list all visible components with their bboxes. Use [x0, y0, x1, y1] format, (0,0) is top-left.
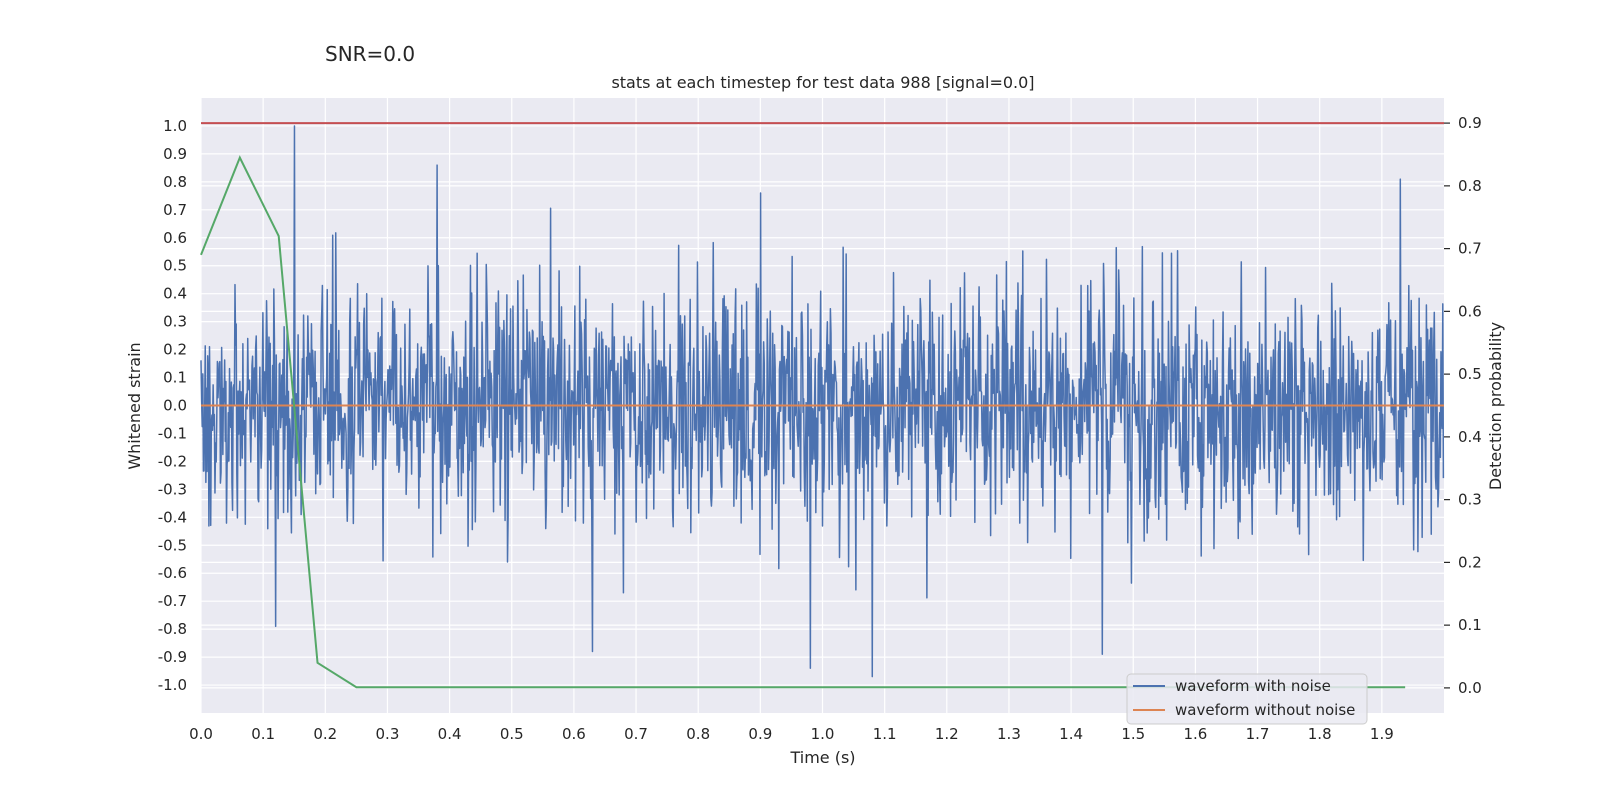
x-tick-labels: 0.0 0.1 0.2 0.3 0.4 0.5 0.6 0.7 0.8 0.9 1.0 1.1 1.2 1…: [189, 725, 1394, 743]
x-tick-label: 1.9: [1370, 725, 1394, 743]
legend-box: [1126, 673, 1368, 725]
y-tick-label: -0.9: [158, 648, 187, 666]
y2-tick-label: 0.9: [1458, 114, 1482, 132]
x-tick-label: 1.6: [1183, 725, 1207, 743]
y-tick-label: 0.4: [163, 285, 187, 303]
y-tick-label: 0.2: [163, 341, 187, 359]
x-tick-label: 1.4: [1059, 725, 1083, 743]
legend-label-waveform-without-noise: waveform without noise: [1175, 701, 1355, 719]
y2-tick-label: 0.8: [1458, 177, 1482, 195]
y-tick-label: 0.3: [163, 313, 187, 331]
y2-axis-label: Detection probability: [1486, 322, 1505, 490]
y-tick-label: 0.5: [163, 257, 187, 275]
x-tick-label: 0.2: [313, 725, 337, 743]
x-tick-label: 1.7: [1246, 725, 1270, 743]
x-tick-label: 0.8: [686, 725, 710, 743]
y2-tick-label: 0.3: [1458, 491, 1482, 509]
x-axis-label: Time (s): [789, 748, 855, 767]
y2-tick-label: 0.1: [1458, 616, 1482, 634]
y-tick-label: -0.1: [158, 424, 187, 442]
series-lines: [200, 122, 1444, 689]
x-tick-label: 0.3: [376, 725, 400, 743]
y2-tick-label: 0.0: [1458, 679, 1482, 697]
y-tick-label: 0.0: [163, 397, 187, 415]
x-tick-label: 0.5: [500, 725, 524, 743]
x-tick-label: 1.1: [873, 725, 897, 743]
y-tick-label: -0.8: [158, 620, 187, 638]
legend: waveform with noise waveform without noi…: [1126, 673, 1368, 725]
y-tick-label: -0.6: [158, 564, 187, 582]
y2-tick-labels: 0.9 0.8 0.7 0.6 0.5 0.4 0.3 0.2 0.1 0.0: [1444, 114, 1482, 697]
x-tick-label: 1.8: [1308, 725, 1332, 743]
y2-tick-label: 0.2: [1458, 553, 1482, 571]
y2-tick-label: 0.5: [1458, 365, 1482, 383]
y-tick-label: -0.3: [158, 480, 187, 498]
x-tick-label: 1.2: [935, 725, 959, 743]
y-tick-label: -0.5: [158, 536, 187, 554]
y-tick-label: 0.8: [163, 173, 187, 191]
y-tick-label: -0.7: [158, 592, 187, 610]
line-detection-probability: [200, 155, 1406, 689]
y-tick-label: -0.2: [158, 452, 187, 470]
legend-label-waveform-with-noise: waveform with noise: [1175, 677, 1331, 695]
y-axis-label: Whitened strain: [125, 342, 144, 469]
y-tick-label: 0.6: [163, 229, 187, 247]
y-tick-label: 0.1: [163, 369, 187, 387]
y2-tick-label: 0.6: [1458, 302, 1482, 320]
y-tick-label: 0.7: [163, 201, 187, 219]
y-tick-label: 1.0: [163, 117, 187, 135]
x-tick-label: 0.4: [438, 725, 462, 743]
x-tick-label: 1.5: [1121, 725, 1145, 743]
x-tick-label: 0.7: [624, 725, 648, 743]
y2-tick-label: 0.7: [1458, 240, 1482, 258]
chart-title: stats at each timestep for test data 988…: [611, 73, 1034, 92]
x-tick-label: 0.0: [189, 725, 213, 743]
figure-suptitle: SNR=0.0: [325, 42, 415, 66]
x-tick-label: 0.6: [562, 725, 586, 743]
x-tick-label: 1.0: [811, 725, 835, 743]
y-tick-label: -1.0: [158, 676, 187, 694]
y-tick-labels: 1.0 0.9 0.8 0.7 0.6 0.5 0.4 0.3 0.2 0.1 0.0 -0.1 -0.…: [158, 117, 187, 694]
x-tick-label: 1.3: [997, 725, 1021, 743]
y-tick-label: 0.9: [163, 145, 187, 163]
y2-tick-label: 0.4: [1458, 428, 1482, 446]
x-tick-label: 0.1: [251, 725, 275, 743]
y-tick-label: -0.4: [158, 508, 187, 526]
x-tick-label: 0.9: [748, 725, 772, 743]
